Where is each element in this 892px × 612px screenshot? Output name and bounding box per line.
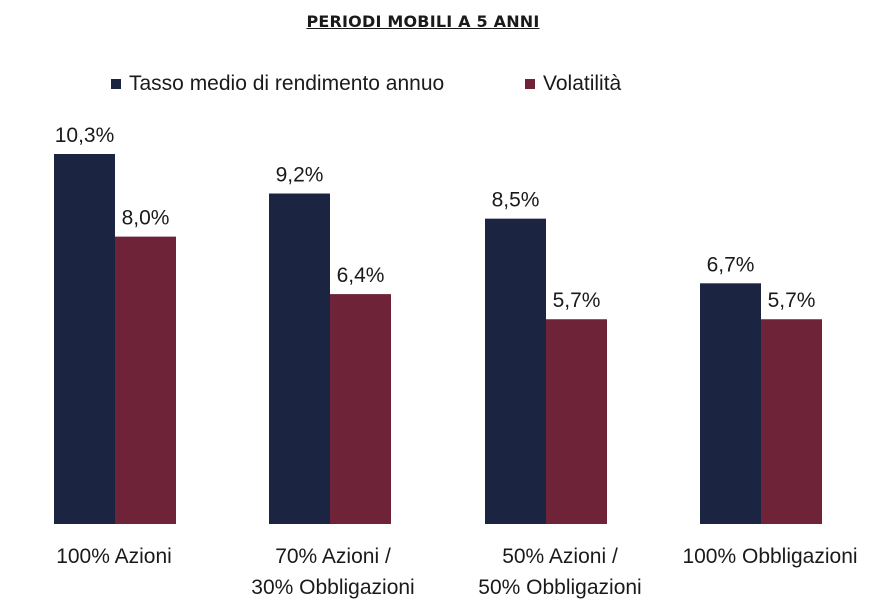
- category-label-1-line-0: 70% Azioni /: [275, 545, 391, 568]
- legend-item-volatilita: Volatilità: [525, 72, 621, 96]
- category-label-2-line-0: 50% Azioni /: [502, 545, 618, 568]
- bar-rendimento-3: [700, 283, 761, 524]
- data-label-volatilita-1: 6,4%: [337, 264, 385, 287]
- category-label-3-line-0: 100% Obbligazioni: [682, 545, 857, 568]
- bar-volatilita-3: [761, 319, 822, 524]
- data-label-volatilita-3: 5,7%: [768, 289, 816, 312]
- legend-label-rendimento: Tasso medio di rendimento annuo: [129, 72, 445, 95]
- legend-swatch-rendimento: [111, 79, 121, 89]
- category-label-0-line-0: 100% Azioni: [56, 545, 172, 568]
- data-label-rendimento-3: 6,7%: [707, 253, 755, 276]
- chart-title: PERIODI MOBILI A 5 ANNI: [306, 12, 540, 31]
- data-label-rendimento-0: 10,3%: [55, 124, 115, 147]
- legend-swatch-volatilita: [525, 79, 535, 89]
- data-label-rendimento-2: 8,5%: [492, 189, 540, 212]
- category-label-1-line-1: 30% Obbligazioni: [251, 576, 414, 599]
- data-label-volatilita-0: 8,0%: [122, 207, 170, 230]
- legend-label-volatilita: Volatilità: [543, 72, 622, 95]
- bar-rendimento-1: [269, 193, 330, 524]
- data-label-rendimento-1: 9,2%: [276, 164, 324, 187]
- data-label-volatilita-2: 5,7%: [553, 289, 601, 312]
- bar-volatilita-1: [330, 294, 391, 524]
- bar-volatilita-2: [546, 319, 607, 524]
- bar-rendimento-2: [485, 218, 546, 524]
- legend-item-rendimento: Tasso medio di rendimento annuo: [111, 72, 444, 96]
- bar-volatilita-0: [115, 236, 176, 525]
- bar-rendimento-0: [54, 154, 115, 524]
- category-label-2-line-1: 50% Obbligazioni: [478, 576, 641, 599]
